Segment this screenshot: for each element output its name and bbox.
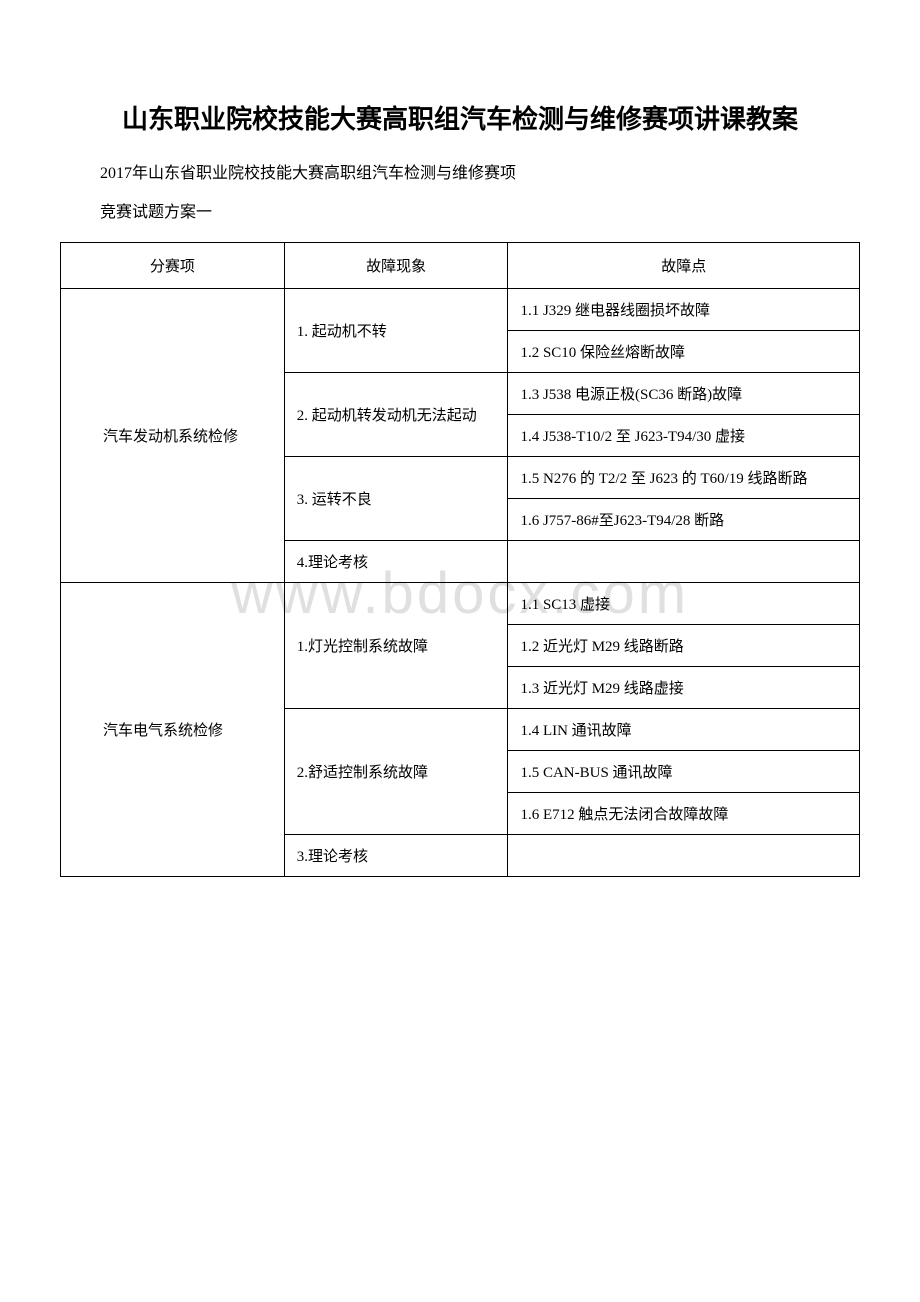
competition-table: 分赛项 故障现象 故障点 汽车发动机系统检修1. 起动机不转1.1 J329 继… [60, 242, 860, 877]
fault-cell: 1.3 J538 电源正极(SC36 断路)故障 [508, 373, 860, 415]
fault-cell: 1.4 LIN 通讯故障 [508, 709, 860, 751]
symptom-cell: 2.舒适控制系统故障 [284, 709, 508, 835]
table-row: 汽车发动机系统检修1. 起动机不转1.1 J329 继电器线圈损坏故障 [61, 289, 860, 331]
symptom-cell: 4.理论考核 [284, 541, 508, 583]
fault-cell [508, 541, 860, 583]
table-row: 汽车电气系统检修1.灯光控制系统故障1.1 SC13 虚接 [61, 583, 860, 625]
document-title: 山东职业院校技能大赛高职组汽车检测与维修赛项讲课教案 [60, 100, 860, 139]
category-cell: 汽车电气系统检修 [61, 583, 285, 877]
header-symptom: 故障现象 [284, 243, 508, 289]
header-fault: 故障点 [508, 243, 860, 289]
plan-label: 竞赛试题方案一 [60, 198, 860, 222]
fault-cell: 1.2 近光灯 M29 线路断路 [508, 625, 860, 667]
fault-cell: 1.4 J538-T10/2 至 J623-T94/30 虚接 [508, 415, 860, 457]
symptom-cell: 1. 起动机不转 [284, 289, 508, 373]
symptom-cell: 3.理论考核 [284, 835, 508, 877]
fault-cell [508, 835, 860, 877]
category-cell: 汽车发动机系统检修 [61, 289, 285, 583]
fault-cell: 1.3 近光灯 M29 线路虚接 [508, 667, 860, 709]
fault-cell: 1.1 J329 继电器线圈损坏故障 [508, 289, 860, 331]
symptom-cell: 1.灯光控制系统故障 [284, 583, 508, 709]
fault-cell: 1.6 E712 触点无法闭合故障故障 [508, 793, 860, 835]
document-subtitle: 2017年山东省职业院校技能大赛高职组汽车检测与维修赛项 [60, 159, 860, 183]
symptom-cell: 2. 起动机转发动机无法起动 [284, 373, 508, 457]
fault-cell: 1.1 SC13 虚接 [508, 583, 860, 625]
symptom-cell: 3. 运转不良 [284, 457, 508, 541]
header-category: 分赛项 [61, 243, 285, 289]
fault-cell: 1.2 SC10 保险丝熔断故障 [508, 331, 860, 373]
fault-cell: 1.5 N276 的 T2/2 至 J623 的 T60/19 线路断路 [508, 457, 860, 499]
fault-cell: 1.6 J757-86#至J623-T94/28 断路 [508, 499, 860, 541]
fault-cell: 1.5 CAN-BUS 通讯故障 [508, 751, 860, 793]
table-header-row: 分赛项 故障现象 故障点 [61, 243, 860, 289]
